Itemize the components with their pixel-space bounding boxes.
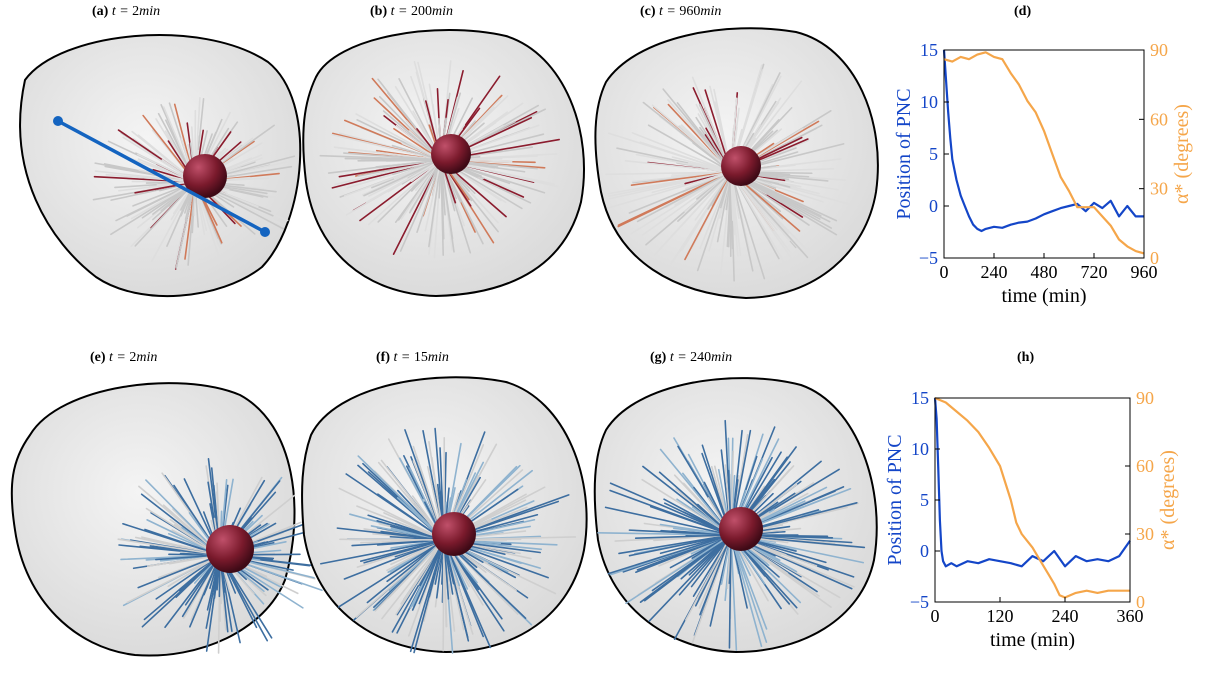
nucleus (206, 525, 254, 573)
x-tick-label: 960 (1131, 262, 1158, 282)
y-left-tick-label: −5 (919, 248, 938, 268)
series-line-position (933, 397, 1131, 568)
x-tick-label: 480 (1031, 262, 1058, 282)
series-line-position (942, 49, 1144, 233)
x-tick-label: 0 (940, 262, 949, 282)
nucleus (431, 134, 471, 174)
y-left-tick-label: 5 (929, 144, 938, 164)
y-left-axis-label: Position of PNC (893, 88, 915, 219)
x-axis-label: time (min) (1002, 285, 1087, 307)
cell-render-a (19, 34, 302, 298)
series-line-angle (934, 396, 1130, 599)
panel-label-c: (c) t = 960min (640, 4, 722, 19)
panel-label-f: (f) t = 15min (376, 350, 449, 365)
y-left-axis-label: Position of PNC (884, 434, 906, 565)
y-left-tick-label: −5 (910, 592, 929, 612)
series-line-angle (943, 51, 1145, 255)
y-right-tick-label: 90 (1136, 388, 1154, 408)
panel-label-a: (a) t = 2min (92, 4, 161, 19)
y-right-tick-label: 60 (1136, 456, 1154, 476)
y-left-tick-label: 15 (920, 40, 938, 60)
y-right-tick-label: 30 (1136, 524, 1154, 544)
panel-label-d: (d) (1014, 4, 1032, 19)
y-left-tick-label: 15 (911, 388, 929, 408)
nucleus (432, 512, 476, 556)
x-tick-label: 0 (931, 606, 940, 626)
y-right-axis-label: α* (degrees) (1157, 450, 1179, 550)
x-tick-label: 120 (987, 606, 1014, 626)
cell-render-e (10, 382, 329, 657)
cell-render-f (301, 376, 588, 654)
y-right-tick-label: 90 (1150, 40, 1168, 60)
y-right-tick-label: 60 (1150, 109, 1168, 129)
y-right-tick-label: 0 (1136, 592, 1145, 612)
y-left-tick-label: 0 (929, 196, 938, 216)
plot-frame (934, 397, 1131, 603)
panel-label-e: (e) t = 2min (90, 350, 158, 365)
x-axis-label: time (min) (990, 629, 1075, 651)
panel-label-g: (g) t = 240min (650, 350, 733, 365)
y-left-tick-label: 0 (920, 541, 929, 561)
y-left-tick-label: 10 (911, 439, 929, 459)
y-right-tick-label: 30 (1150, 179, 1168, 199)
cell-render-b (302, 29, 585, 298)
panel-label-b: (b) t = 200min (370, 4, 453, 19)
y-right-tick-label: 0 (1150, 248, 1159, 268)
axis-endpoint (53, 116, 63, 126)
x-tick-label: 240 (981, 262, 1008, 282)
x-tick-label: 240 (1052, 606, 1079, 626)
x-tick-label: 720 (1081, 262, 1108, 282)
y-left-tick-label: 10 (920, 92, 938, 112)
x-tick-label: 360 (1117, 606, 1144, 626)
cell-render-c (594, 27, 879, 300)
division-axis-line (57, 119, 266, 234)
nucleus (183, 154, 227, 198)
cell-render-g (593, 377, 878, 654)
panel-label-h: (h) (1017, 350, 1035, 365)
nucleus (719, 507, 763, 551)
y-right-axis-label: α* (degrees) (1171, 104, 1193, 204)
axis-endpoint (260, 227, 270, 237)
y-left-tick-label: 5 (920, 490, 929, 510)
nucleus (721, 146, 761, 186)
